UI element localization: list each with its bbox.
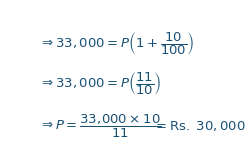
- Text: $\Rightarrow 33,000 = P\left(1 + \dfrac{10}{100}\right)$: $\Rightarrow 33,000 = P\left(1 + \dfrac{…: [39, 30, 195, 57]
- Text: $\Rightarrow P = \dfrac{33,\!000 \times 10}{11}$: $\Rightarrow P = \dfrac{33,\!000 \times …: [39, 113, 162, 140]
- Text: $\Rightarrow 33,000 = P\left(\dfrac{11}{10}\right)$: $\Rightarrow 33,000 = P\left(\dfrac{11}{…: [39, 70, 162, 97]
- Text: $= \mathrm{Rs.\;30,000}$: $= \mathrm{Rs.\;30,000}$: [153, 119, 245, 133]
